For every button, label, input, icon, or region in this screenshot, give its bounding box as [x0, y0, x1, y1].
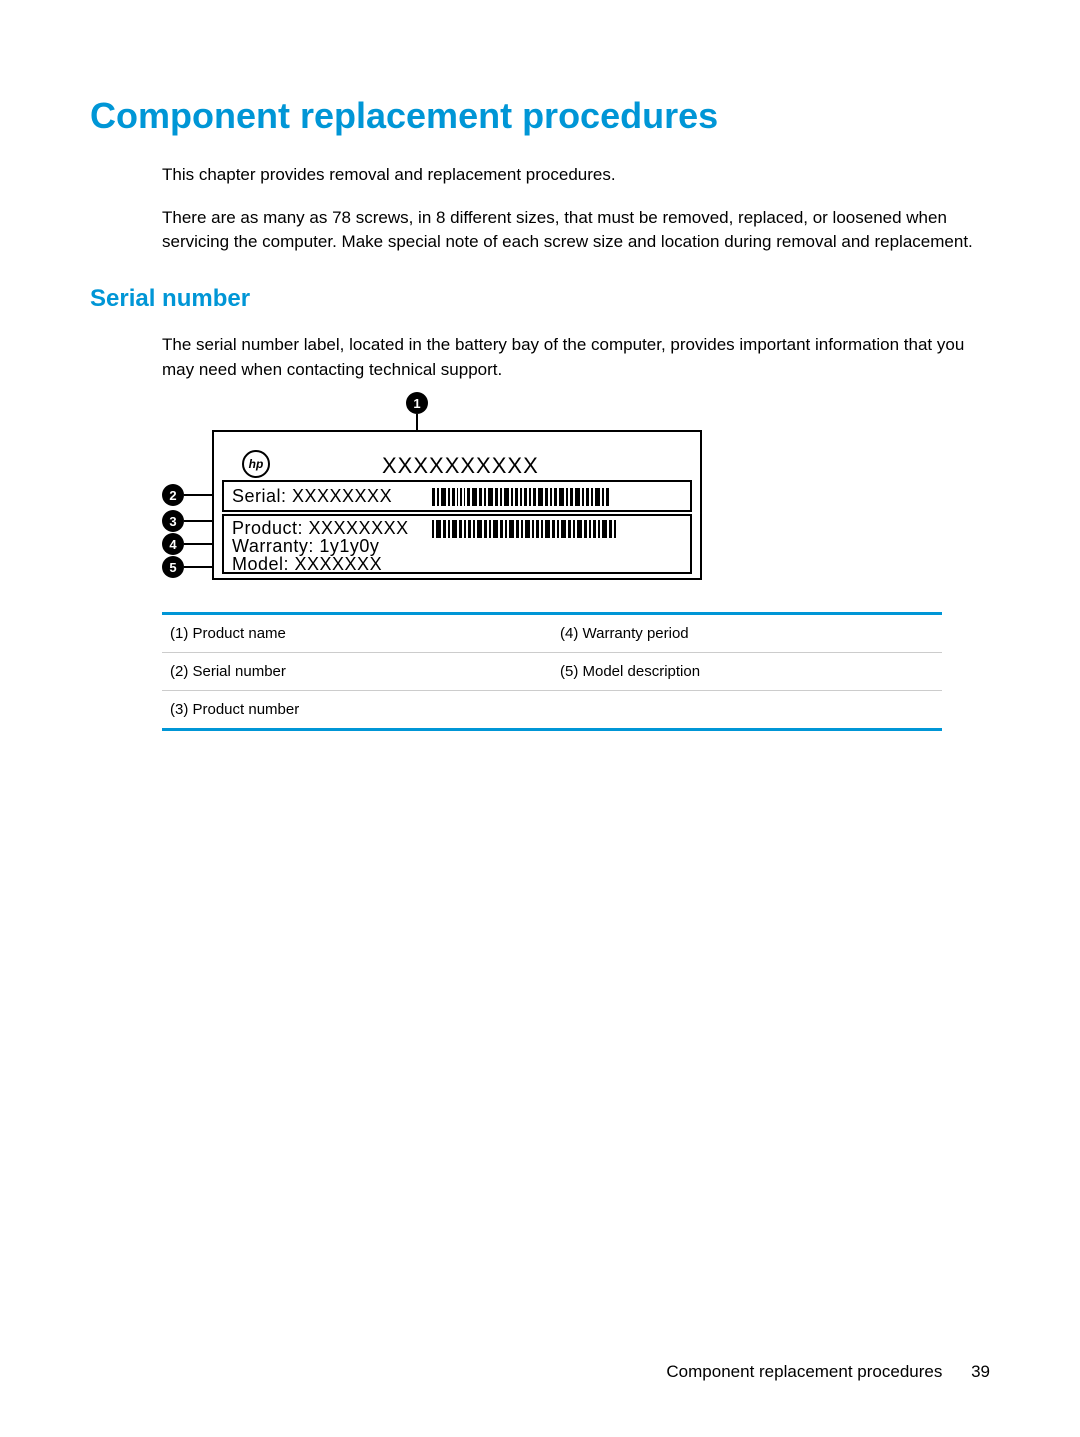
intro-paragraph-1: This chapter provides removal and replac… [162, 163, 980, 188]
callout-1: 1 [406, 392, 428, 414]
intro-paragraph-2: There are as many as 78 screws, in 8 dif… [162, 206, 980, 255]
hp-logo-icon: hp [242, 450, 270, 478]
legend-cell: (5) Model description [552, 653, 942, 690]
legend-cell [552, 691, 942, 728]
footer-title: Component replacement procedures [666, 1362, 942, 1381]
product-name-placeholder: XXXXXXXXXX [382, 453, 539, 479]
serial-label-text: Serial: XXXXXXXX [232, 486, 392, 507]
legend-cell: (4) Warranty period [552, 615, 942, 652]
bottom-row-box: Product: XXXXXXXX Warranty: 1y1y0y Model… [222, 514, 692, 574]
section-heading-serial-number: Serial number [90, 285, 990, 313]
page-number: 39 [971, 1362, 990, 1381]
callout-5: 5 [162, 556, 184, 578]
legend-cell: (2) Serial number [162, 653, 552, 690]
serial-label-diagram: 1 2 3 4 5 hp XXXXXXXXXX Serial: XXXXXXXX [162, 400, 722, 600]
model-label-text: Model: XXXXXXX [232, 554, 382, 575]
legend-row: (2) Serial number (5) Model description [162, 653, 942, 691]
legend-row: (1) Product name (4) Warranty period [162, 615, 942, 653]
legend-table: (1) Product name (4) Warranty period (2)… [162, 612, 942, 731]
page-title: Component replacement procedures [90, 95, 990, 137]
serial-barcode [432, 488, 609, 506]
callout-3: 3 [162, 510, 184, 532]
label-outline: hp XXXXXXXXXX Serial: XXXXXXXX Product: … [212, 430, 702, 580]
callout-4: 4 [162, 533, 184, 555]
serial-row-box: Serial: XXXXXXXX [222, 480, 692, 512]
legend-cell: (1) Product name [162, 615, 552, 652]
product-barcode [432, 520, 616, 538]
page-footer: Component replacement procedures 39 [666, 1362, 990, 1382]
callout-2: 2 [162, 484, 184, 506]
legend-row: (3) Product number [162, 691, 942, 728]
legend-cell: (3) Product number [162, 691, 552, 728]
serial-number-paragraph: The serial number label, located in the … [162, 333, 980, 382]
